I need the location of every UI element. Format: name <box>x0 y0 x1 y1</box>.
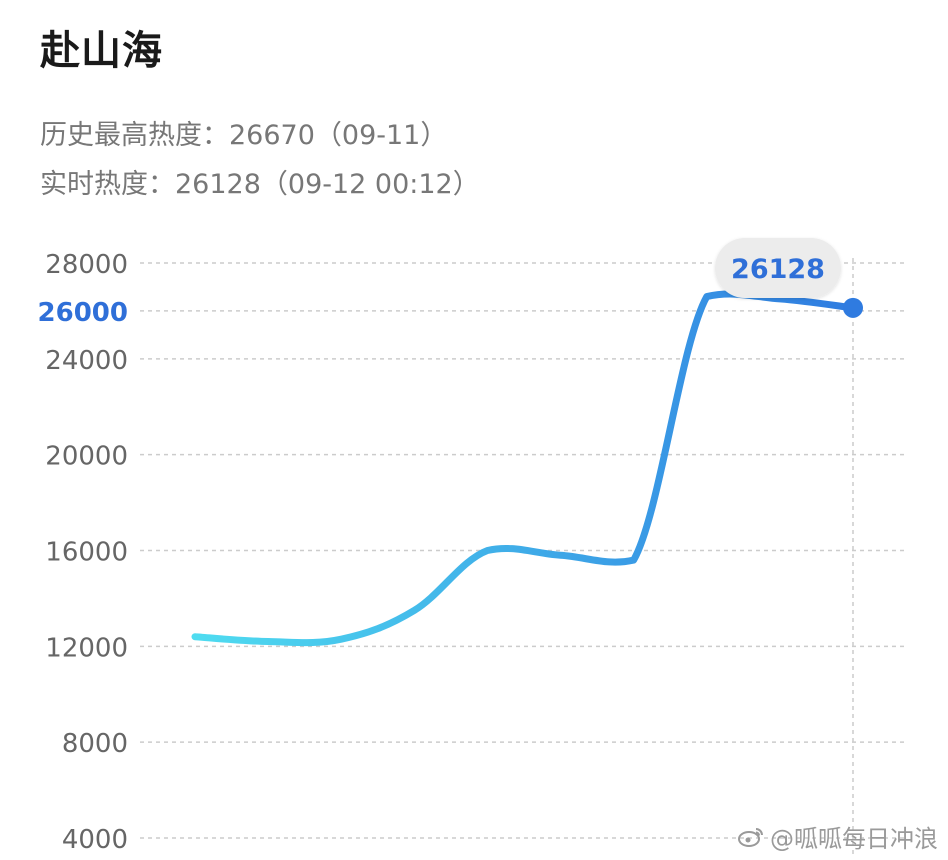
watermark-text: @呱呱每日冲浪 <box>770 825 938 853</box>
data-point <box>412 608 416 612</box>
value-tooltip-label: 26128 <box>731 254 825 285</box>
data-point <box>559 553 563 557</box>
peak-heat-text: 历史最高热度：26670（09-11） <box>40 120 448 151</box>
data-point <box>193 635 197 639</box>
y-tick-label-current: 26000 <box>38 298 128 328</box>
y-tick-label: 8000 <box>62 729 128 759</box>
y-tick-label: 16000 <box>45 538 128 568</box>
data-point <box>705 295 709 299</box>
data-point <box>632 558 636 562</box>
page-title: 赴山海 <box>40 28 163 74</box>
value-tooltip-bubble <box>715 238 841 298</box>
y-tick-label: 20000 <box>45 442 128 472</box>
y-tick-label: 12000 <box>45 633 128 663</box>
watermark: @呱呱每日冲浪 <box>738 819 938 854</box>
y-tick-label: 28000 <box>45 250 128 280</box>
data-point <box>339 637 343 641</box>
data-point <box>266 640 270 644</box>
current-value-dot[interactable] <box>843 297 863 318</box>
data-point <box>485 549 489 553</box>
weibo-icon <box>738 826 764 848</box>
y-tick-label: 24000 <box>45 346 128 376</box>
y-tick-label: 4000 <box>62 825 128 855</box>
heat-series-line <box>191 290 857 647</box>
realtime-heat-text: 实时热度：26128（09-12 00:12） <box>40 169 480 200</box>
